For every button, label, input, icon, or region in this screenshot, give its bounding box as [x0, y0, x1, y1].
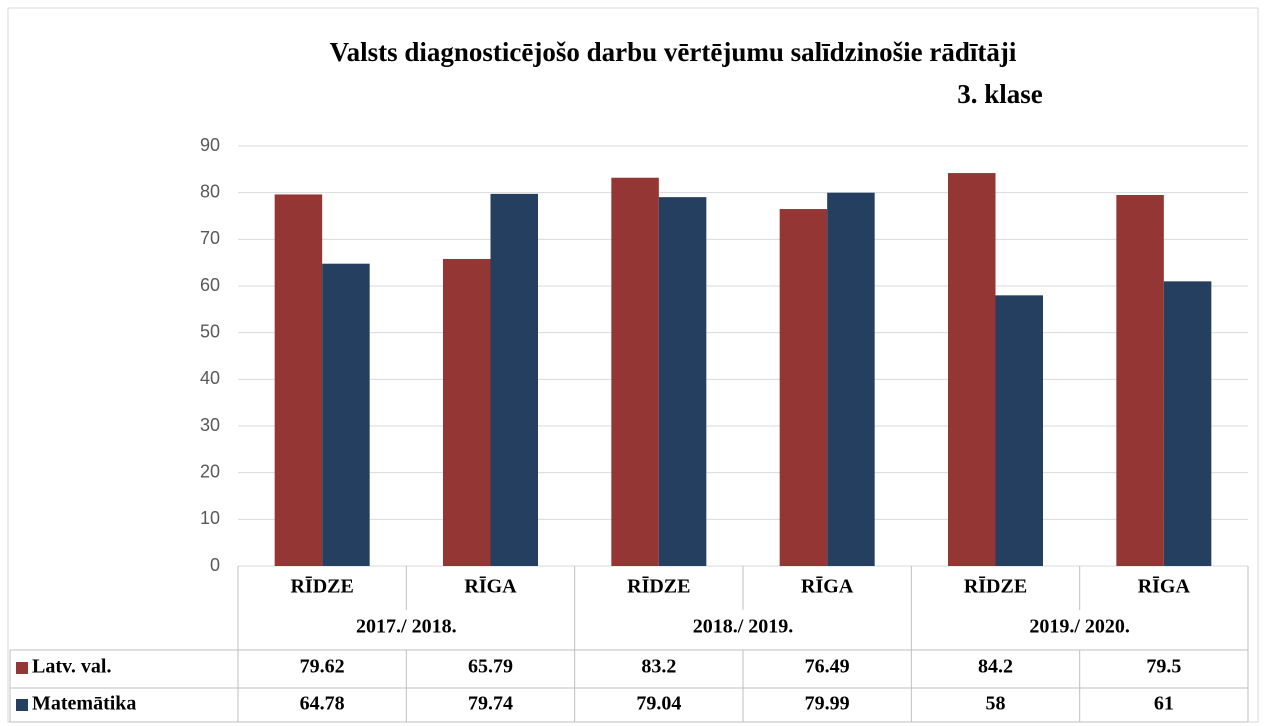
x-tick-label: RĪGA	[464, 576, 517, 598]
chart-title: Valsts diagnosticējošo darbu vērtējumu s…	[330, 37, 1017, 67]
bar	[611, 178, 659, 566]
y-tick-label: 60	[200, 275, 220, 295]
y-tick-label: 90	[200, 135, 220, 155]
bar	[322, 264, 370, 566]
bar	[491, 194, 539, 566]
y-tick-label: 10	[200, 508, 220, 528]
table-value: 79.04	[636, 693, 681, 715]
legend-label: Latv. val.	[32, 656, 111, 678]
bar	[275, 194, 323, 566]
legend-swatch	[16, 662, 28, 674]
bar	[780, 209, 828, 566]
y-tick-label: 20	[200, 461, 220, 481]
legend-swatch	[16, 699, 28, 711]
bar	[1116, 195, 1164, 566]
group-label: 2018./ 2019.	[693, 616, 794, 638]
table-value: 61	[1154, 693, 1174, 715]
y-tick-label: 0	[210, 555, 220, 575]
table-value: 83.2	[641, 656, 676, 678]
chart-subtitle: 3. klase	[957, 79, 1043, 109]
chart: Valsts diagnosticējošo darbu vērtējumu s…	[0, 0, 1266, 726]
bar	[443, 259, 491, 566]
y-tick-label: 40	[200, 368, 220, 388]
x-tick-label: RĪGA	[1138, 576, 1191, 598]
table-value: 79.74	[468, 693, 513, 715]
y-tick-label: 80	[200, 181, 220, 201]
table-value: 79.99	[805, 693, 850, 715]
table-value: 65.79	[468, 656, 513, 678]
bar	[996, 295, 1044, 566]
table-value: 64.78	[300, 693, 345, 715]
bar	[948, 173, 996, 566]
legend-label: Matemātika	[32, 693, 136, 715]
y-tick-label: 50	[200, 321, 220, 341]
x-tick-label: RĪDZE	[964, 576, 1027, 598]
table-value: 58	[986, 693, 1006, 715]
table-value: 84.2	[978, 656, 1013, 678]
bar	[1164, 281, 1212, 566]
group-label: 2019./ 2020.	[1029, 616, 1130, 638]
table-value: 79.62	[300, 656, 345, 678]
table-value: 79.5	[1146, 656, 1181, 678]
y-tick-label: 70	[200, 228, 220, 248]
x-tick-label: RĪDZE	[627, 576, 690, 598]
table-value: 76.49	[805, 656, 850, 678]
y-tick-label: 30	[200, 415, 220, 435]
bar	[827, 193, 875, 566]
x-tick-label: RĪDZE	[290, 576, 353, 598]
bar	[659, 197, 707, 566]
x-tick-label: RĪGA	[801, 576, 854, 598]
group-label: 2017./ 2018.	[356, 616, 457, 638]
